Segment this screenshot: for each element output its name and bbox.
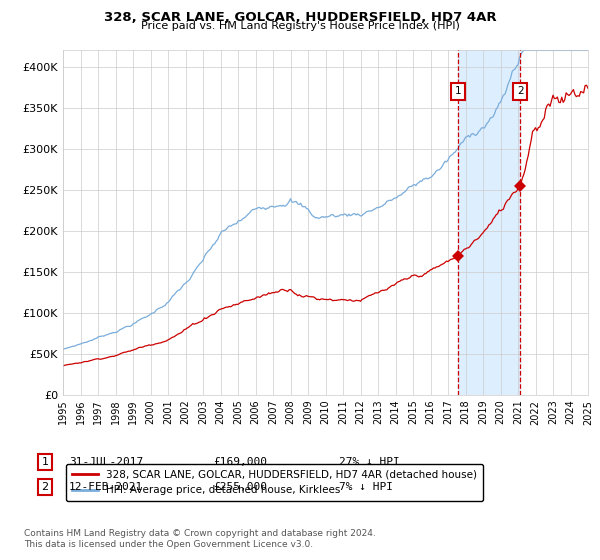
Text: 31-JUL-2017: 31-JUL-2017 xyxy=(69,457,143,467)
Text: 2: 2 xyxy=(517,86,523,96)
Text: 12-FEB-2021: 12-FEB-2021 xyxy=(69,482,143,492)
Text: 1: 1 xyxy=(455,86,461,96)
Text: Price paid vs. HM Land Registry's House Price Index (HPI): Price paid vs. HM Land Registry's House … xyxy=(140,21,460,31)
Text: £169,000: £169,000 xyxy=(213,457,267,467)
Legend: 328, SCAR LANE, GOLCAR, HUDDERSFIELD, HD7 4AR (detached house), HPI: Average pri: 328, SCAR LANE, GOLCAR, HUDDERSFIELD, HD… xyxy=(65,464,484,501)
Text: 7% ↓ HPI: 7% ↓ HPI xyxy=(339,482,393,492)
Bar xyxy=(458,50,520,395)
Text: £255,000: £255,000 xyxy=(213,482,267,492)
Text: 2: 2 xyxy=(41,482,49,492)
Text: 1: 1 xyxy=(41,457,49,467)
Text: Contains HM Land Registry data © Crown copyright and database right 2024.
This d: Contains HM Land Registry data © Crown c… xyxy=(24,529,376,549)
Text: 27% ↓ HPI: 27% ↓ HPI xyxy=(339,457,400,467)
Text: 328, SCAR LANE, GOLCAR, HUDDERSFIELD, HD7 4AR: 328, SCAR LANE, GOLCAR, HUDDERSFIELD, HD… xyxy=(104,11,496,24)
